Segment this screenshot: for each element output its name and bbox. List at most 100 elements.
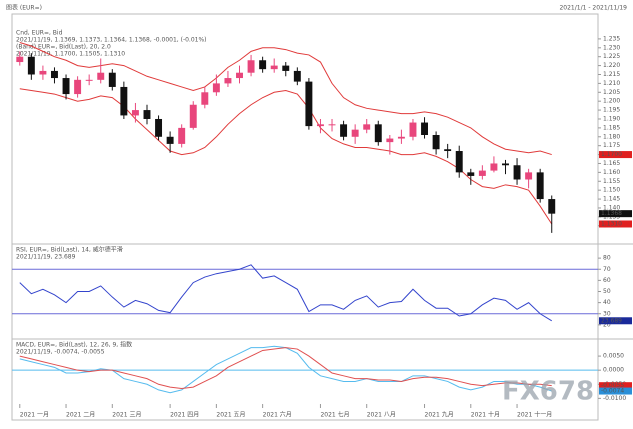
- candle-body: [432, 135, 440, 150]
- y-tick-label: 1.235: [603, 35, 620, 42]
- panel-title: MACD, EUR=, Bid(Last), 12, 26, 9, 指数: [16, 341, 132, 349]
- candle-body: [421, 122, 429, 135]
- x-tick-label: 2021 二月: [66, 412, 95, 419]
- band-readout: 2021/11/19, 1.1700, 1.1505, 1.1310: [16, 51, 125, 58]
- candle-body: [455, 151, 463, 173]
- candle-body: [97, 72, 105, 80]
- candle-body: [247, 60, 255, 73]
- panel-title: Cnd, EUR=, Bid: [16, 30, 63, 37]
- candle-body: [155, 118, 163, 137]
- candle-body: [270, 65, 278, 70]
- candle-body: [525, 172, 533, 180]
- candle-body: [502, 163, 509, 166]
- y-tick-label: 1.225: [603, 53, 620, 60]
- y-tick-label: 1.195: [603, 107, 620, 114]
- candle-body: [340, 124, 348, 137]
- y-tick-label: 1.150: [603, 187, 620, 194]
- candle-body: [397, 136, 405, 139]
- candle-body: [513, 165, 521, 180]
- panel-readout: 2021/11/19, -0.0074, -0.0055: [16, 349, 105, 356]
- band-label: (Band) EUR=, Bid(Last), 20, 2.0: [16, 44, 111, 51]
- y-tick-label: 0.0000: [603, 367, 624, 374]
- candle-body: [282, 65, 290, 71]
- candle-body: [328, 124, 336, 126]
- y-tick-label: 1.160: [603, 169, 620, 176]
- panel-readout: 2021/11/19, 23.689: [16, 254, 76, 261]
- value-marker-label: 1.1310: [601, 220, 622, 227]
- y-tick-label: 1.145: [603, 196, 620, 203]
- candle-body: [85, 79, 93, 81]
- panel-readout: 2021/11/19, 1.1369, 1.1373, 1.1364, 1.13…: [16, 37, 207, 44]
- y-tick-label: 1.200: [603, 98, 620, 105]
- candle-body: [363, 124, 371, 130]
- candle-body: [166, 136, 174, 144]
- candle-body: [39, 70, 47, 75]
- candle-body: [293, 70, 301, 82]
- value-marker: [599, 210, 632, 218]
- candle-body: [189, 104, 197, 128]
- candle-body: [548, 199, 556, 214]
- candle-body: [316, 124, 324, 127]
- band-lower: [19, 88, 553, 225]
- y-tick-label: 50: [603, 288, 611, 295]
- y-tick-label: 1.155: [603, 178, 620, 185]
- y-tick-label: 1.205: [603, 89, 620, 96]
- candle-body: [16, 56, 24, 63]
- candle-body: [351, 129, 359, 137]
- value-marker-label: -0.0074: [601, 388, 624, 395]
- y-tick-label: 60: [603, 277, 611, 284]
- y-tick-label: 0.0050: [603, 353, 624, 360]
- candle-body: [27, 56, 35, 75]
- candle-body: [305, 81, 313, 127]
- candle-body: [212, 83, 220, 93]
- candle-body: [201, 92, 209, 105]
- indicator-line: [19, 264, 552, 322]
- y-tick-label: 1.190: [603, 115, 620, 122]
- candle-body: [178, 127, 186, 144]
- candle-body: [236, 72, 243, 79]
- y-tick-label: 1.220: [603, 62, 620, 69]
- y-tick-label: 1.215: [603, 71, 620, 78]
- candle-body: [386, 138, 394, 143]
- value-marker-label: 1.1700: [601, 151, 622, 158]
- y-tick-label: 20: [603, 321, 611, 328]
- watermark: FX678: [502, 377, 594, 407]
- candle-body: [490, 163, 498, 171]
- x-tick-label: 2021 三月: [112, 412, 141, 419]
- y-tick-label: 1.230: [603, 44, 620, 51]
- x-tick-label: 2021 十月: [471, 411, 500, 419]
- x-tick-label: 2021 四月: [170, 412, 199, 419]
- y-tick-label: 30: [603, 310, 611, 317]
- y-tick-label: 40: [603, 299, 611, 306]
- candle-body: [409, 122, 417, 137]
- date-range: 2021/1/1 - 2021/11/19: [559, 5, 627, 12]
- x-tick-label: 2021 一月: [20, 412, 49, 419]
- candle-body: [467, 172, 475, 176]
- indicator-line: [19, 347, 552, 390]
- x-tick-label: 2021 十一月: [517, 411, 552, 419]
- candle-body: [444, 149, 452, 152]
- value-marker-label: 23.689: [601, 317, 622, 324]
- page-title: 图表 (EUR=): [6, 4, 42, 12]
- x-tick-label: 2021 五月: [216, 412, 245, 419]
- y-tick-label: 1.210: [603, 80, 620, 87]
- candle-body: [224, 78, 232, 84]
- y-tick-label: -0.0100: [603, 395, 626, 402]
- candle-body: [143, 110, 151, 119]
- panel-title: RSI, EUR=, Bid(Last), 14, 威尔德平滑: [16, 246, 123, 254]
- value-marker: [599, 317, 632, 325]
- candle-body: [74, 79, 82, 95]
- value-marker-label: 1.1368: [601, 210, 622, 217]
- x-tick-label: 2021 八月: [367, 412, 396, 419]
- y-tick-label: 70: [603, 266, 611, 273]
- candle-body: [51, 70, 58, 79]
- x-tick-label: 2021 六月: [263, 411, 292, 419]
- x-tick-label: 2021 七月: [320, 411, 349, 419]
- y-tick-label: 1.175: [603, 142, 620, 149]
- candle-body: [108, 72, 116, 87]
- value-marker: [599, 382, 632, 390]
- y-tick-label: 1.180: [603, 133, 620, 140]
- candle-body: [120, 86, 128, 116]
